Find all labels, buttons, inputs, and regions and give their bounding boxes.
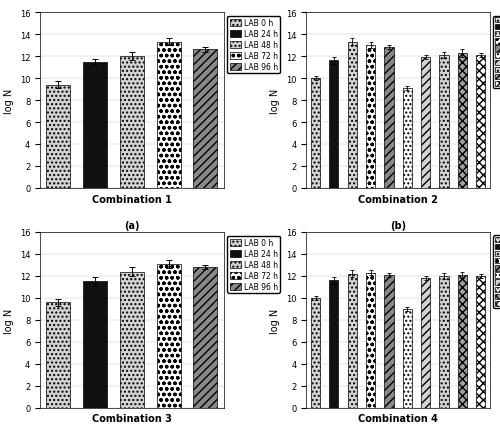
Y-axis label: log N: log N xyxy=(4,88,14,113)
Bar xyxy=(440,56,448,188)
Bar xyxy=(194,50,217,188)
Bar xyxy=(403,309,412,408)
Bar xyxy=(156,43,180,188)
Text: (b): (b) xyxy=(390,220,406,230)
Bar xyxy=(83,62,107,188)
Bar xyxy=(476,276,486,408)
Bar xyxy=(330,61,338,188)
Bar xyxy=(421,58,430,188)
X-axis label: Combination 2: Combination 2 xyxy=(358,194,438,204)
Text: (a): (a) xyxy=(124,220,140,230)
Bar xyxy=(440,276,448,408)
Bar xyxy=(384,275,394,408)
Y-axis label: log N: log N xyxy=(4,308,14,333)
Bar xyxy=(348,274,357,408)
Bar xyxy=(421,279,430,408)
Legend: LAB 0 h, LAB 24 h, LAB 48 h, LAB 72 h, LAB 96 h: LAB 0 h, LAB 24 h, LAB 48 h, LAB 72 h, L… xyxy=(228,236,280,293)
Bar xyxy=(83,282,107,408)
Bar xyxy=(384,48,394,188)
Bar xyxy=(458,54,467,188)
Bar xyxy=(120,57,144,188)
Legend: LAB 0 h, LAB 24 h, LAB 48 h, LAB 72 h, LAB 96 h: LAB 0 h, LAB 24 h, LAB 48 h, LAB 72 h, L… xyxy=(228,17,280,74)
Bar xyxy=(403,89,412,188)
Bar xyxy=(366,273,375,408)
Bar xyxy=(330,281,338,408)
Bar xyxy=(156,264,180,408)
X-axis label: Combination 1: Combination 1 xyxy=(92,194,172,204)
Bar xyxy=(311,298,320,408)
X-axis label: Combination 4: Combination 4 xyxy=(358,414,438,424)
Bar xyxy=(366,46,375,188)
Y-axis label: log N: log N xyxy=(270,88,280,113)
Bar xyxy=(311,79,320,188)
X-axis label: Combination 3: Combination 3 xyxy=(92,414,172,424)
Legend: LAB 0 h, LAB 24 h, LAB 48 h, LAB 72 h, LAB 96 h, PAB 0 h, PAB 24 h, PAB 48 h, PA: LAB 0 h, LAB 24 h, LAB 48 h, LAB 72 h, L… xyxy=(494,236,500,309)
Bar xyxy=(476,56,486,188)
Legend: LAB 0 h, LAB 24 h, LAB 48 h, LAB 72 h, LAB 96 h, PAB 0 h, PAB 24 h, PAB 48 h, PA: LAB 0 h, LAB 24 h, LAB 48 h, LAB 72 h, L… xyxy=(494,16,500,89)
Bar xyxy=(458,275,467,408)
Bar xyxy=(348,43,357,188)
Bar xyxy=(120,272,144,408)
Y-axis label: log N: log N xyxy=(270,308,280,333)
Bar xyxy=(46,302,70,408)
Bar xyxy=(194,267,217,408)
Bar xyxy=(46,85,70,188)
